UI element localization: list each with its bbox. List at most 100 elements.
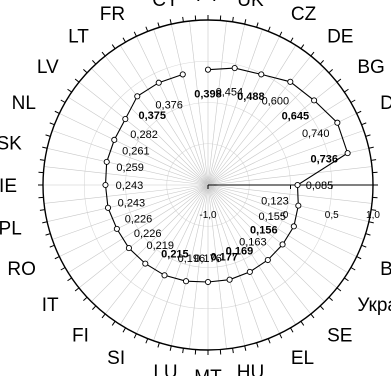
grid-spoke (207, 184, 357, 257)
outer-tick (60, 267, 66, 271)
outer-tick (49, 122, 55, 126)
data-point (103, 158, 110, 165)
grid-spoke (78, 81, 209, 186)
outer-tick (92, 305, 97, 310)
outer-tick (344, 88, 349, 93)
grid-spoke (170, 24, 209, 186)
data-point (134, 93, 141, 100)
outer-tick (83, 69, 88, 74)
grid-spoke (207, 24, 246, 186)
data-point (231, 65, 238, 72)
outer-tick (290, 327, 294, 333)
outer-tick (92, 60, 97, 65)
value-label: 0,376 (155, 99, 183, 111)
grid-spoke (52, 184, 209, 240)
category-label-fr: FR (100, 4, 125, 25)
data-point (344, 150, 351, 157)
value-label: 0,219 (146, 240, 174, 252)
data-point (161, 272, 168, 279)
outer-tick (182, 16, 184, 22)
data-point (182, 278, 190, 285)
data-point (122, 116, 129, 123)
value-label: 0,085 (306, 180, 334, 192)
outer-tick (169, 19, 172, 25)
grid-spoke (207, 166, 372, 186)
grid-spoke (207, 184, 297, 325)
value-label: 0,375 (138, 110, 166, 122)
value-label: 0,123 (261, 195, 289, 207)
grid-spoke (68, 184, 209, 274)
outer-tick (267, 26, 271, 32)
grid-spoke (207, 113, 357, 186)
grid-spoke (207, 21, 227, 186)
outer-tick (111, 44, 116, 49)
category-label-hu: HU (237, 362, 264, 376)
outer-tick (232, 348, 234, 354)
data-point (102, 181, 109, 189)
outer-tick (356, 110, 362, 114)
grid-spoke (170, 184, 209, 346)
outer-tick (336, 78, 342, 83)
data-point (294, 181, 301, 189)
grid-spoke (207, 184, 280, 334)
grid-spoke (189, 184, 209, 349)
category-label-pl: PL (0, 219, 22, 240)
category-label-si: SI (107, 348, 125, 369)
data-point (290, 223, 297, 230)
data-point (104, 204, 112, 211)
grid-spoke (44, 184, 209, 204)
outer-tick (361, 244, 367, 248)
outer-tick (310, 51, 315, 57)
outer-tick (310, 313, 315, 319)
outer-tick (356, 256, 362, 260)
category-label-el: EL (291, 348, 314, 369)
data-point (204, 278, 212, 286)
grid-spoke (207, 36, 280, 186)
category-label-be: BE (380, 259, 391, 280)
outer-tick (101, 51, 106, 57)
value-label: 0,488 (237, 91, 265, 103)
chart-grid (38, 15, 378, 355)
outer-tick (54, 256, 60, 260)
value-label: 0,740 (302, 128, 330, 140)
grid-spoke (153, 184, 209, 341)
outer-tick (371, 159, 377, 161)
grid-spoke (207, 184, 227, 349)
grid-spoke (136, 184, 209, 334)
grid-spoke (52, 130, 209, 186)
outer-tick (368, 146, 374, 149)
value-label: 0,155 (258, 211, 286, 223)
data-point (226, 276, 233, 283)
radial-axis: -1,0 -0 0,5 1,0 (199, 184, 380, 221)
grid-spoke (207, 184, 263, 341)
radial-tick-label: -1,0 (199, 210, 217, 221)
value-label: 0,398 (194, 89, 222, 101)
outer-tick (290, 37, 294, 43)
grid-spoke (68, 96, 209, 186)
outer-tick (49, 244, 55, 248)
outer-tick (256, 22, 259, 28)
grid-spoke (207, 184, 246, 346)
grid-spoke (207, 45, 297, 186)
outer-tick (336, 287, 342, 292)
outer-tick (365, 233, 371, 236)
data-point (204, 66, 212, 73)
outer-tick (350, 267, 356, 271)
category-label-mt: MT (194, 367, 222, 376)
grid-spoke (59, 113, 209, 186)
category-label-pt: PT (196, 0, 221, 6)
outer-tick (67, 277, 72, 282)
grid-spoke (207, 68, 325, 186)
category-label-sk: SK (0, 133, 22, 154)
outer-tick (244, 19, 247, 25)
outer-tick (256, 342, 259, 348)
outer-tick (145, 26, 149, 32)
data-point (334, 119, 341, 126)
outer-tick (67, 88, 72, 93)
outer-tick (42, 221, 48, 224)
category-label-uk: UK (237, 0, 264, 11)
radial-tick-label: 1,0 (366, 210, 380, 221)
outer-tick (122, 327, 126, 333)
